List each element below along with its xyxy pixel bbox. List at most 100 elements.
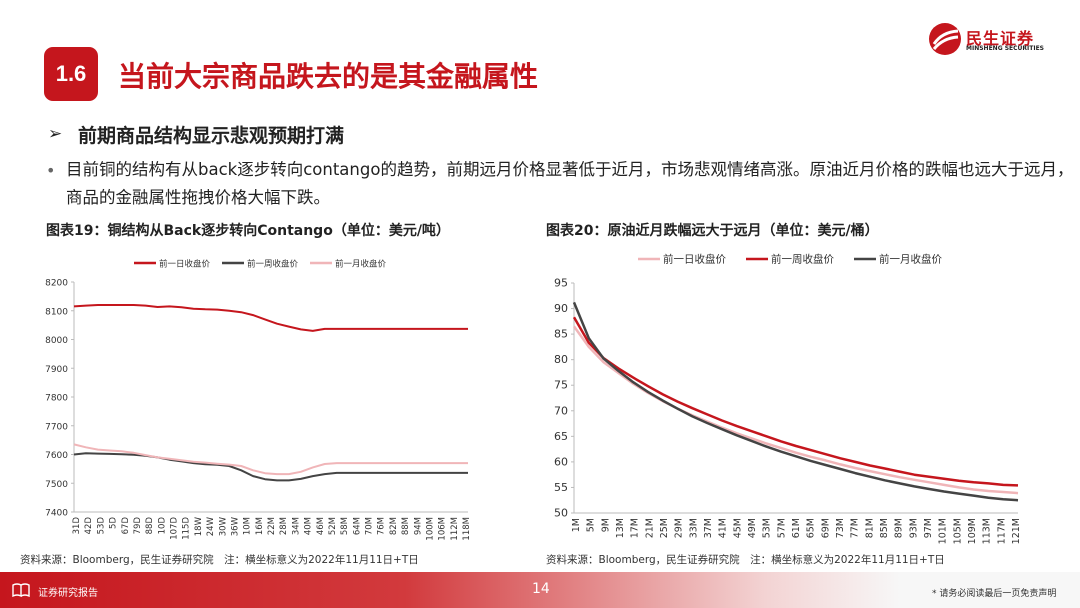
x-tick-label: 88D: [145, 517, 155, 535]
y-tick-label: 80: [554, 353, 568, 366]
x-tick-label: 88M: [401, 517, 411, 535]
x-tick-label: 37M: [703, 518, 714, 538]
section-number-badge: 1.6: [44, 47, 98, 101]
x-tick-label: 115D: [182, 517, 192, 540]
x-tick-label: 70M: [365, 517, 375, 535]
x-tick-label: 16M: [255, 517, 265, 535]
y-tick-label: 85: [554, 328, 568, 341]
series-line: [73, 304, 468, 332]
x-tick-label: 76M: [377, 517, 387, 535]
crude-oil-chart-svg: 50 55 60 65 70 75 80 85 90 95 1M 5M 9M 13M 17M 21M 25M 29…: [554, 253, 1022, 545]
x-tick-label: 61M: [791, 518, 802, 538]
series-line: [73, 452, 468, 482]
footer-label: 证券研究报告: [38, 588, 98, 599]
series-line: [572, 316, 1019, 487]
legend-label: 前一日收盘价: [159, 259, 211, 270]
x-tick-label: 97M: [923, 518, 934, 538]
x-tick-label: 28M: [279, 517, 289, 535]
x-tick-label: 89M: [894, 518, 905, 538]
chart-19-source: 资料来源：Bloomberg，民生证券研究院 注：横坐标意义为2022年11月1…: [20, 554, 419, 566]
section-title: 当前大宗商品跌去的是其金融属性: [118, 60, 539, 93]
x-tick-label: 65M: [806, 518, 817, 538]
x-tick-label: 101M: [938, 518, 949, 544]
copper-structure-chart: 7400 7500 7600 7700 7800 7900 8000 8100 8200 31D 4…: [10, 245, 510, 550]
x-tick-label: 10M: [243, 517, 253, 535]
series-line: [572, 301, 1019, 502]
x-tick-label: 41M: [718, 518, 729, 538]
y-tick-label: 7900: [45, 365, 68, 375]
y-tick-label: 60: [554, 455, 568, 468]
x-tick-label: 57M: [776, 518, 787, 538]
x-tick-label: 82M: [389, 517, 399, 535]
x-tick-label: 29M: [674, 518, 685, 538]
x-tick-label: 42D: [84, 517, 94, 535]
footer-red-band: [0, 572, 900, 608]
x-tick-label: 34M: [291, 517, 301, 535]
legend-label: 前一月收盘价: [335, 259, 387, 270]
x-tick-label: 31D: [72, 517, 82, 535]
disclaimer: * 请务必阅读最后一页免责声明: [932, 589, 1057, 599]
series-line: [73, 443, 468, 476]
x-tick-label: 25M: [659, 518, 670, 538]
x-tick-label: 69M: [820, 518, 831, 538]
y-tick-label: 70: [554, 404, 568, 417]
y-tick-label: 8000: [45, 336, 68, 346]
x-tick-label: 100M: [425, 517, 435, 541]
x-tick-label: 53M: [762, 518, 773, 538]
x-tick-label: 24W: [206, 516, 216, 536]
x-tick-label: 52M: [328, 517, 338, 535]
x-tick-label: 94M: [413, 517, 423, 535]
page-number: 14: [532, 581, 550, 597]
x-tick-label: 58M: [340, 517, 350, 535]
x-tick-label: 79D: [133, 517, 143, 535]
y-tick-label: 8200: [45, 279, 68, 289]
x-tick-label: 118M: [462, 517, 472, 541]
legend-label: 前一月收盘价: [879, 253, 942, 266]
bullet-text: 目前铜的结构有从back逐步转向contango的趋势，前期远月价格显著低于近月…: [66, 160, 1074, 207]
crude-oil-chart: 50 55 60 65 70 75 80 85 90 95 1M 5M 9M 13M 17M 21M 25M 29…: [530, 245, 1050, 550]
x-tick-label: 46M: [316, 517, 326, 535]
x-tick-label: 117M: [996, 518, 1007, 544]
x-tick-label: 36W: [230, 516, 240, 536]
chart-20-title: 图表20：原油近月跌幅远大于远月（单位：美元/桶）: [546, 223, 879, 239]
y-tick-label: 7500: [45, 480, 68, 490]
subheading-arrow-icon: ➢: [48, 124, 63, 144]
y-tick-label: 7700: [45, 422, 68, 432]
x-tick-label: 105M: [952, 518, 963, 544]
x-tick-label: 77M: [850, 518, 861, 538]
x-tick-label: 85M: [879, 518, 890, 538]
x-tick-label: 67D: [121, 517, 131, 535]
x-tick-label: 109M: [967, 518, 978, 544]
x-tick-label: 106M: [438, 517, 448, 541]
legend-label: 前一周收盘价: [247, 259, 299, 270]
subheading: 前期商品结构显示悲观预期打满: [78, 125, 345, 147]
y-tick-label: 7400: [45, 509, 68, 519]
x-tick-label: 33M: [688, 518, 699, 538]
x-tick-label: 1M: [571, 518, 582, 532]
x-tick-label: 22M: [267, 517, 277, 535]
x-tick-label: 9M: [600, 518, 611, 532]
book-icon: [12, 583, 30, 597]
x-tick-label: 81M: [864, 518, 875, 538]
x-tick-label: 73M: [835, 518, 846, 538]
x-tick-label: 107D: [170, 517, 180, 540]
x-tick-label: 21M: [644, 518, 655, 538]
x-tick-label: 121M: [1011, 518, 1022, 544]
x-tick-label: 5D: [109, 517, 119, 529]
x-tick-label: 64M: [352, 517, 362, 535]
x-tick-label: 112M: [450, 517, 460, 541]
y-tick-label: 55: [554, 481, 568, 494]
x-tick-label: 17M: [630, 518, 641, 538]
bullet-marker: •: [46, 161, 56, 180]
y-tick-label: 50: [554, 507, 568, 520]
y-tick-label: 8100: [45, 307, 68, 317]
legend-label: 前一日收盘价: [663, 253, 726, 266]
x-tick-label: 10D: [157, 517, 167, 535]
y-tick-label: 7800: [45, 394, 68, 404]
x-tick-label: 45M: [732, 518, 743, 538]
x-tick-label: 40M: [304, 517, 314, 535]
y-tick-label: 75: [554, 379, 568, 392]
y-tick-label: 90: [554, 302, 568, 315]
x-tick-label: 18W: [194, 516, 204, 536]
